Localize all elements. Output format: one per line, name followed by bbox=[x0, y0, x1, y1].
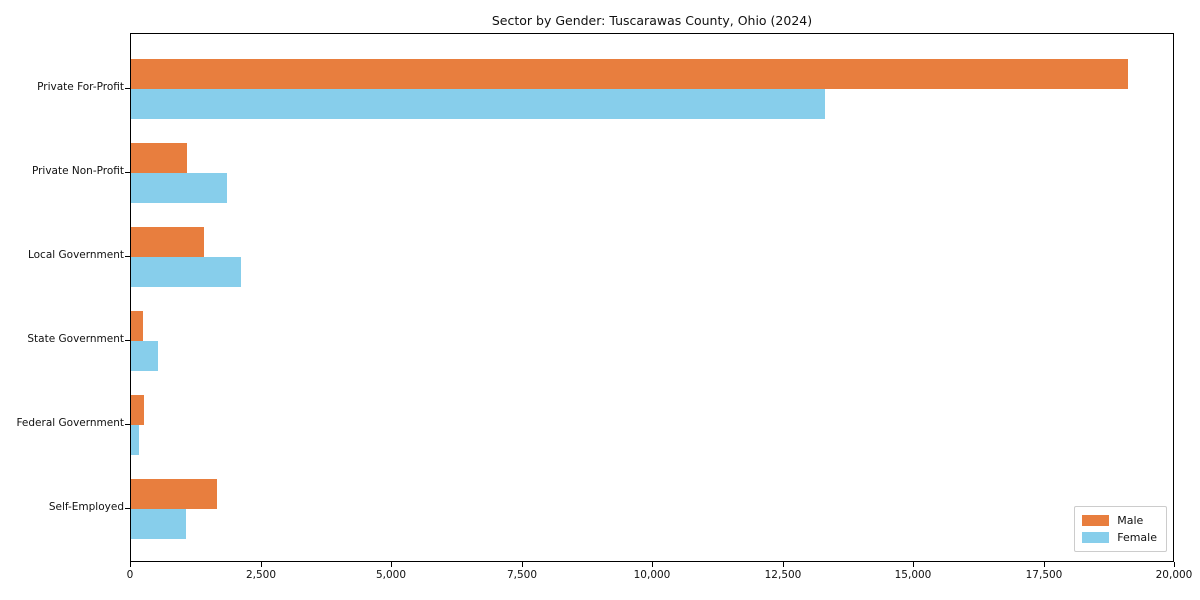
x-tick-label-15-000: 15,000 bbox=[894, 569, 932, 581]
bar-male-self-employed bbox=[131, 479, 217, 509]
y-tick-mark bbox=[125, 256, 130, 257]
bar-male-local-government bbox=[131, 227, 204, 257]
bar-male-private-non-profit bbox=[131, 143, 187, 173]
bar-female-local-government bbox=[131, 257, 241, 287]
legend-swatch-male bbox=[1082, 515, 1110, 526]
x-tick-mark bbox=[783, 562, 784, 567]
legend-entry-female: Female bbox=[1082, 529, 1157, 546]
bar-female-state-government bbox=[131, 341, 158, 371]
legend: Male Female bbox=[1074, 506, 1167, 552]
bar-male-private-for-profit bbox=[131, 59, 1128, 89]
x-tick-label-10-000: 10,000 bbox=[633, 569, 671, 581]
x-tick-label-0: 0 bbox=[126, 569, 134, 581]
y-tick-label-self-employed: Self-Employed bbox=[48, 501, 124, 513]
x-tick-label-17-500: 17,500 bbox=[1025, 569, 1063, 581]
x-tick-mark bbox=[652, 562, 653, 567]
bar-male-state-government bbox=[131, 311, 143, 341]
x-tick-mark bbox=[261, 562, 262, 567]
x-tick-label-7-500: 7,500 bbox=[506, 569, 538, 581]
legend-swatch-female bbox=[1082, 532, 1110, 543]
plot-area: Male Female bbox=[130, 33, 1174, 562]
y-tick-label-local-government: Local Government bbox=[27, 249, 124, 261]
y-tick-label-private-non-profit: Private Non-Profit bbox=[31, 165, 124, 177]
y-tick-mark bbox=[125, 340, 130, 341]
y-tick-mark bbox=[125, 508, 130, 509]
y-tick-label-private-for-profit: Private For-Profit bbox=[37, 81, 124, 93]
y-tick-label-state-government: State Government bbox=[27, 333, 124, 345]
x-tick-mark bbox=[522, 562, 523, 567]
chart-title: Sector by Gender: Tuscarawas County, Ohi… bbox=[491, 13, 813, 28]
x-tick-label-20-000: 20,000 bbox=[1155, 569, 1193, 581]
x-tick-mark bbox=[913, 562, 914, 567]
bar-male-federal-government bbox=[131, 395, 144, 425]
bar-female-federal-government bbox=[131, 425, 139, 455]
y-tick-label-federal-government: Federal Government bbox=[16, 417, 124, 429]
legend-label-female: Female bbox=[1117, 531, 1157, 544]
x-tick-mark bbox=[130, 562, 131, 567]
bar-female-private-for-profit bbox=[131, 89, 825, 119]
x-tick-mark bbox=[1044, 562, 1045, 567]
x-tick-label-2-500: 2,500 bbox=[245, 569, 277, 581]
x-tick-label-5-000: 5,000 bbox=[375, 569, 407, 581]
x-tick-mark bbox=[1174, 562, 1175, 567]
x-tick-label-12-500: 12,500 bbox=[764, 569, 802, 581]
bar-female-private-non-profit bbox=[131, 173, 227, 203]
y-tick-mark bbox=[125, 172, 130, 173]
x-tick-mark bbox=[391, 562, 392, 567]
legend-entry-male: Male bbox=[1082, 512, 1157, 529]
y-tick-mark bbox=[125, 88, 130, 89]
legend-label-male: Male bbox=[1117, 514, 1144, 527]
bar-female-self-employed bbox=[131, 509, 186, 539]
y-tick-mark bbox=[125, 424, 130, 425]
